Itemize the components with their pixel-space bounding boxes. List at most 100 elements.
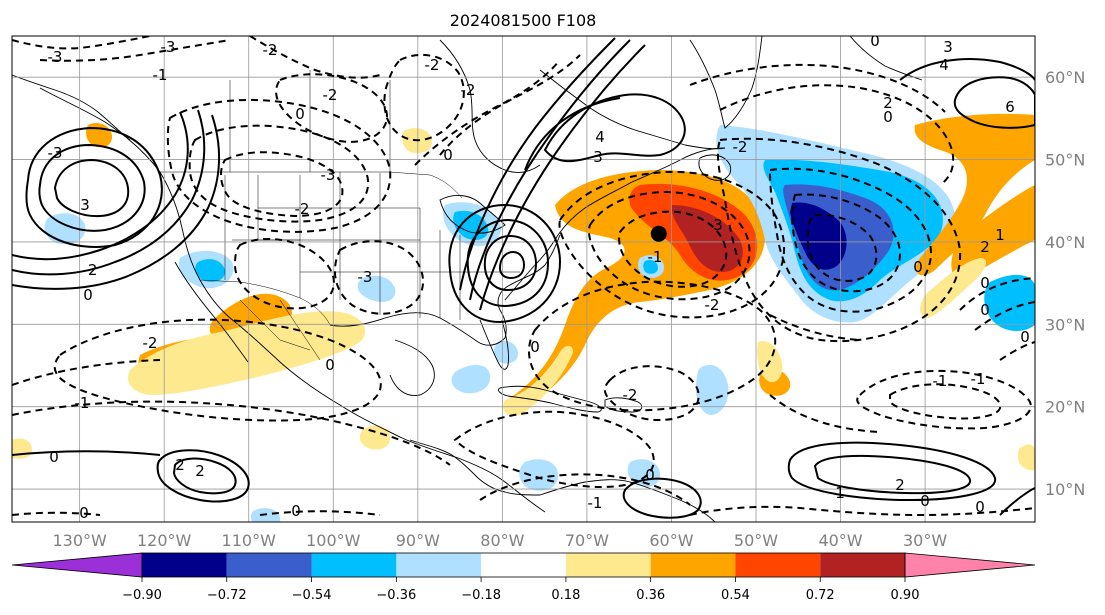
lat-tick-label: 40°N [1045,233,1085,252]
colorbar-tick-label: −0.90 [122,588,162,603]
contour-label: -3 [48,48,63,66]
contour-negative [12,359,161,386]
colorbar-segment [311,553,397,577]
contour-label: 6 [1005,98,1015,116]
shade-patch [519,459,559,491]
shade-patch [671,205,743,272]
contour-label: 2 [980,238,990,256]
colorbar-tick-label: 0.36 [636,588,665,603]
contour-label: 0 [870,32,880,50]
shade-patch [359,425,391,450]
contour-negative [603,365,700,422]
contour-positive [479,44,646,311]
contour-label: 0 [883,108,893,126]
contour-label: -1 [933,372,948,390]
contour-positive [899,58,1035,81]
colorbar-tick-label: −0.18 [461,588,501,603]
contour-negative [618,210,728,288]
contour-negative [689,63,946,113]
contour-positive [12,450,161,456]
contour-label: -2 [461,81,476,99]
map-panel: -3 -2-1-3-33-20-2-10 2 20-3-2-300-2-2-20 343… [12,32,1035,522]
border-mexico-state [239,299,311,351]
contour-negative [233,238,335,310]
colorbar-segment [481,553,566,577]
contour-label: 4 [595,128,605,146]
contour-label: 0 [980,274,990,292]
coastline-labrador [539,69,726,150]
contour-label: 0 [645,466,655,484]
shade-patch [195,259,226,282]
contour-negative [249,36,381,79]
contour-negative [974,301,1035,331]
contour-negative [275,73,388,143]
lon-tick-label: 130°W [52,531,107,550]
contour-positive [469,39,631,301]
contour-positive [12,109,206,276]
contour-negative [791,193,901,293]
contour-positive [483,234,538,292]
lat-tick-label: 20°N [1045,398,1085,417]
colorbar-segment [650,553,736,577]
shade-patch [357,275,396,302]
storm-center-marker [650,225,667,242]
lon-tick-label: 90°W [396,531,440,550]
coastlines [12,36,923,522]
contour-label: -2 [295,200,310,218]
contour-negative [12,36,151,50]
coastline-north-america-west [39,87,546,513]
contour-label: -1 [648,248,663,266]
contour-negative [259,510,381,516]
contour-positive [459,37,616,291]
contour-label: 2 [883,94,893,112]
contour-positive [156,449,250,503]
shade-patch [643,259,658,274]
shade-patch [790,202,847,270]
contour-label: 0 [975,498,985,516]
contour-label: 0 [920,492,930,510]
lon-tick-label: 70°W [565,531,609,550]
contour-positive [172,457,237,495]
contour-positive [12,114,220,290]
colorbar-tick-label: 0.72 [806,588,835,603]
contour-negative [689,505,1035,517]
lon-tick-label: 120°W [137,531,192,550]
shade-patch [984,274,1035,332]
contour-label: -2 [623,386,638,404]
shade-patch [502,345,573,417]
contour-label: -2 [425,56,440,74]
contour-positive [53,158,130,218]
coastline-baja [174,261,249,363]
lon-tick-label: 60°W [649,531,693,550]
contour-negative [769,314,861,341]
contour-positive [524,97,621,171]
contour-negative [558,170,786,319]
contour-negative [959,277,1035,311]
lon-tick-label: 40°W [818,531,862,550]
colorbar-extend-low [11,552,143,578]
lon-tick-label: 30°W [903,531,947,550]
shade-patch [44,213,86,245]
contour-negative [999,341,1035,361]
contour-label: 3 [713,216,723,234]
colorbar-segment [565,553,651,577]
contour-positive [448,203,562,324]
contour-negative [453,410,655,488]
contour-label: -2 [705,296,720,314]
contour-label: -1 [588,494,603,512]
contour-label: 0 [291,502,301,520]
contour-label: 2 [175,456,185,474]
lon-tick-label: 100°W [306,531,361,550]
contour-label: 0 [530,338,540,356]
contour-label: 0 [980,301,990,319]
colorbar-segment [226,553,312,577]
contour-label: -3 [161,38,176,56]
contour-lines [12,36,1035,519]
coastline-central-america [409,439,541,496]
contour-label: -2 [323,86,338,104]
contour-negative [719,84,955,186]
contour-label: 0 [295,105,305,123]
contour-negative [479,473,691,506]
contour-positive [38,143,146,232]
